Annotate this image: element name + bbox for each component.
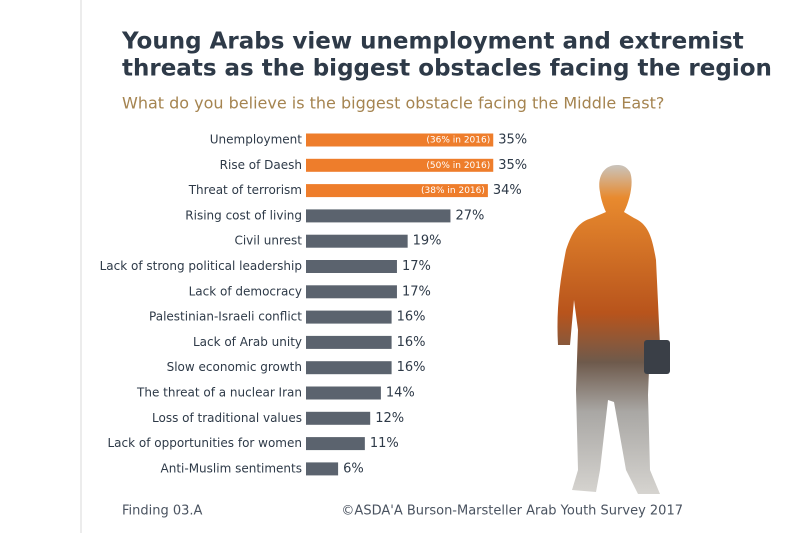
chart-title: Young Arabs view unemployment and extrem… xyxy=(121,29,744,55)
bar xyxy=(306,184,488,198)
bar xyxy=(306,386,381,400)
category-label: Lack of strong political leadership xyxy=(100,259,302,273)
category-label: Threat of terrorism xyxy=(188,183,302,197)
bar xyxy=(306,411,371,425)
value-label: 11% xyxy=(370,436,399,451)
value-label: 16% xyxy=(397,360,426,375)
bar xyxy=(306,234,408,248)
value-label: 17% xyxy=(402,259,431,274)
category-label: Loss of traditional values xyxy=(152,411,302,425)
value-label: 19% xyxy=(413,234,442,249)
category-label: Civil unrest xyxy=(234,234,302,248)
value-label: 34% xyxy=(493,183,522,198)
category-label: The threat of a nuclear Iran xyxy=(136,386,302,400)
category-label: Lack of democracy xyxy=(189,284,302,298)
bar xyxy=(306,209,451,223)
category-label: Lack of Arab unity xyxy=(193,335,302,349)
category-label: Unemployment xyxy=(210,133,303,147)
value-label: 12% xyxy=(375,411,404,426)
bar xyxy=(306,437,365,451)
bar-note: (38% in 2016) xyxy=(421,186,485,196)
category-label: Slow economic growth xyxy=(167,360,302,374)
value-label: 16% xyxy=(397,310,426,325)
bar xyxy=(306,462,339,476)
bar xyxy=(306,310,392,324)
figure-silhouette xyxy=(557,165,660,494)
value-label: 27% xyxy=(455,208,484,223)
category-label: Rising cost of living xyxy=(185,208,302,222)
category-label: Palestinian-Israeli conflict xyxy=(149,310,302,324)
category-label: Rise of Daesh xyxy=(220,158,302,172)
bar xyxy=(306,285,397,299)
bar xyxy=(306,361,392,375)
value-label: 17% xyxy=(402,284,431,299)
category-label: Lack of opportunities for women xyxy=(107,436,302,450)
bar xyxy=(306,133,494,147)
footer-right: ©ASDA'A Burson-Marsteller Arab Youth Sur… xyxy=(341,504,683,519)
chart-title: threats as the biggest obstacles facing … xyxy=(122,56,772,82)
value-label: 35% xyxy=(498,133,527,148)
value-label: 6% xyxy=(343,461,364,476)
value-label: 16% xyxy=(397,335,426,350)
bar-note: (50% in 2016) xyxy=(426,161,490,171)
footer-left: Finding 03.A xyxy=(122,504,203,519)
bar xyxy=(306,158,494,172)
bar xyxy=(306,335,392,349)
value-label: 14% xyxy=(386,386,415,401)
bar-note: (36% in 2016) xyxy=(426,136,490,146)
bar xyxy=(306,260,397,273)
chart-subtitle: What do you believe is the biggest obsta… xyxy=(122,94,664,113)
figure-bag xyxy=(644,340,670,374)
value-label: 35% xyxy=(498,158,527,173)
category-label: Anti-Muslim sentiments xyxy=(161,461,302,475)
